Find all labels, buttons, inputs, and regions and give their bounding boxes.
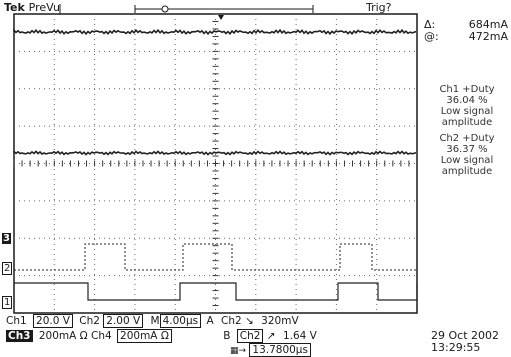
- cursor-at-label: @:: [424, 30, 439, 43]
- ch4-label[interactable]: Ch4: [91, 330, 112, 342]
- ch2-square-wave: [14, 243, 417, 271]
- ch1-label[interactable]: Ch1: [6, 315, 27, 327]
- trigger-edge-rising-icon: ↗: [266, 330, 276, 342]
- trigger-status: Trig?: [366, 1, 392, 14]
- ch2-scale[interactable]: 2.00 V: [103, 314, 144, 328]
- ch3-scale[interactable]: 200mA Ω: [38, 330, 88, 342]
- measurement-ch1-duty: Ch1 +Duty 36.04 % Low signal amplitude: [439, 84, 495, 128]
- ch1-square-wave: [14, 282, 418, 301]
- cursor-at-value: 472mA: [468, 30, 508, 43]
- timebase-value[interactable]: 4.00µs: [159, 314, 202, 328]
- waveform-traces: [13, 28, 418, 301]
- trigger-level-2[interactable]: 1.64 V: [282, 330, 317, 342]
- trigger-edge-falling-icon: ↘: [245, 315, 254, 327]
- trigger-level-1[interactable]: 320mV: [261, 315, 299, 327]
- horizontal-position-bracket[interactable]: [59, 4, 314, 14]
- ch3-label[interactable]: Ch3: [6, 330, 33, 342]
- trigger-source-1[interactable]: Ch2: [221, 315, 242, 327]
- date-readout: 29 Oct 2002: [431, 329, 500, 342]
- measurement-ch2-duty: Ch2 +Duty 36.37 % Low signal amplitude: [439, 133, 495, 177]
- acq-label: A: [206, 315, 214, 327]
- ch4-scale[interactable]: 200mA Ω: [117, 329, 172, 343]
- channel-1-marker[interactable]: 1: [2, 296, 13, 309]
- tek-logo: Tek: [4, 1, 25, 14]
- timebase-label: M: [150, 315, 160, 327]
- ch3-trace-middle: [13, 149, 417, 156]
- channel-3-marker[interactable]: 3: [2, 233, 11, 244]
- delta-value: 684mA: [468, 18, 508, 31]
- channel-2-marker[interactable]: 2: [2, 262, 13, 275]
- ch3-trace-top: [13, 28, 417, 36]
- horizontal-position-value[interactable]: 13.7800µs: [249, 343, 311, 357]
- b-label: B: [223, 330, 231, 342]
- acquisition-mode: PreVu: [28, 1, 60, 14]
- time-readout: 13:29:55: [431, 341, 481, 354]
- graticule-grid: [13, 13, 417, 313]
- trigger-point-marker: [218, 15, 224, 20]
- cursor-readout: Δ: 684mA @: 472mA: [424, 19, 508, 43]
- trigger-source-2[interactable]: Ch2: [236, 329, 264, 343]
- ch1-scale[interactable]: 20.0 V: [33, 314, 73, 328]
- ch2-label[interactable]: Ch2: [79, 315, 100, 327]
- delta-label: Δ:: [424, 18, 436, 31]
- position-icon: ▦→: [230, 346, 247, 356]
